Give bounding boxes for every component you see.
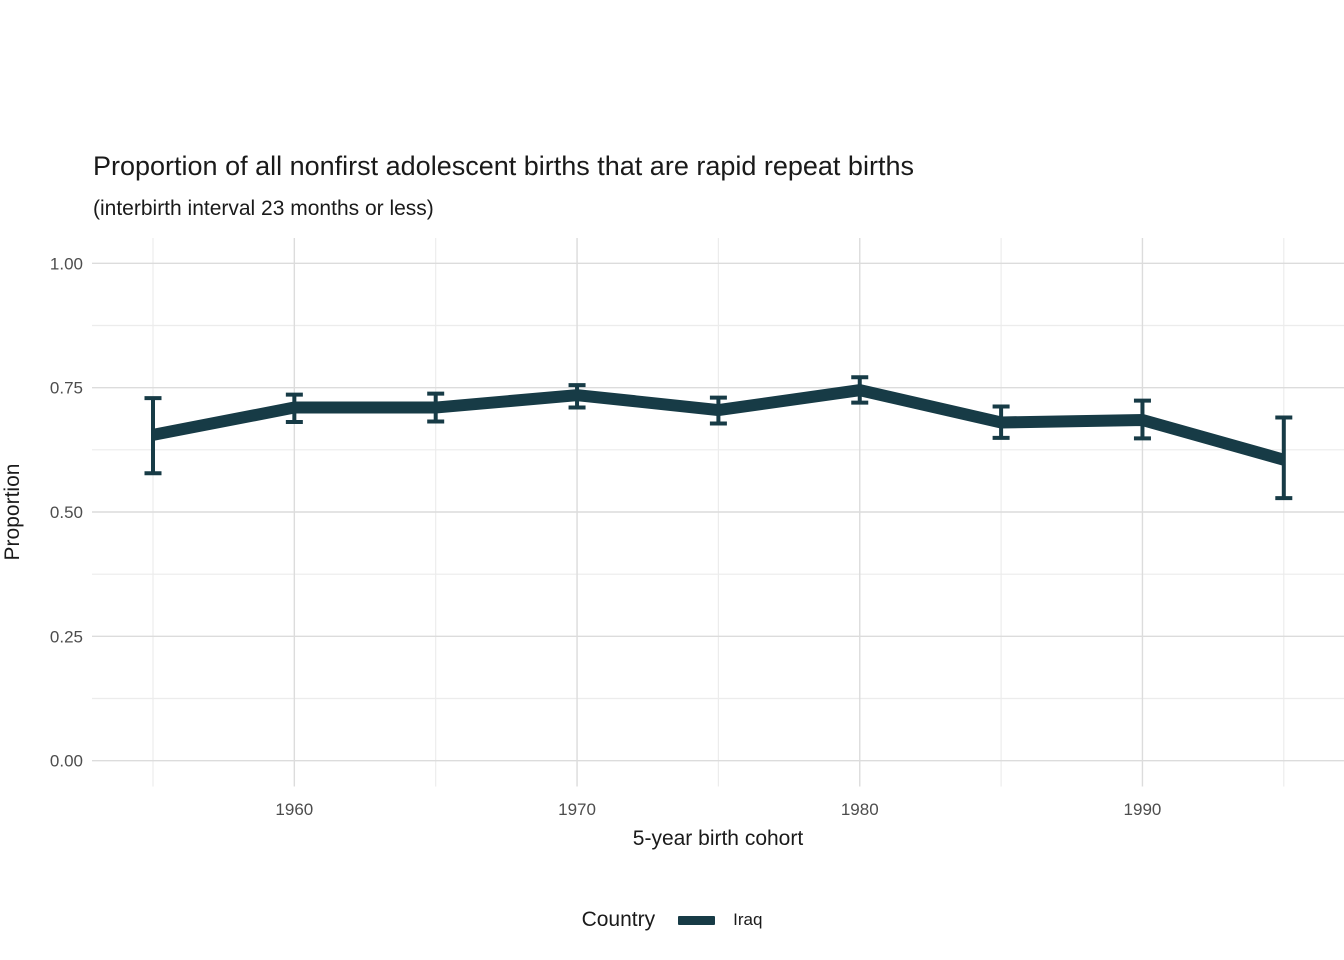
x-axis-title: 5-year birth cohort [632, 827, 804, 850]
x-tick-label: 1960 [275, 800, 313, 819]
chart-subtitle: (interbirth interval 23 months or less) [93, 197, 434, 220]
y-tick-label: 0.25 [50, 627, 83, 646]
legend-label-iraq: Iraq [733, 910, 763, 929]
legend-key-line [678, 915, 716, 925]
y-axis-title: Proportion [1, 463, 24, 561]
y-tick-label: 0.50 [50, 503, 83, 522]
y-tick-label: 0.75 [50, 379, 83, 398]
x-tick-label: 1970 [558, 800, 596, 819]
y-tick-label: 1.00 [50, 254, 83, 273]
legend-title: Country [581, 908, 656, 931]
x-tick-label: 1990 [1124, 800, 1162, 819]
legend: Country Iraq [0, 908, 1344, 932]
chart-title: Proportion of all nonfirst adolescent bi… [93, 151, 914, 181]
x-tick-label: 1980 [841, 800, 879, 819]
y-tick-label: 0.00 [50, 752, 83, 771]
trend-line [151, 384, 1286, 466]
